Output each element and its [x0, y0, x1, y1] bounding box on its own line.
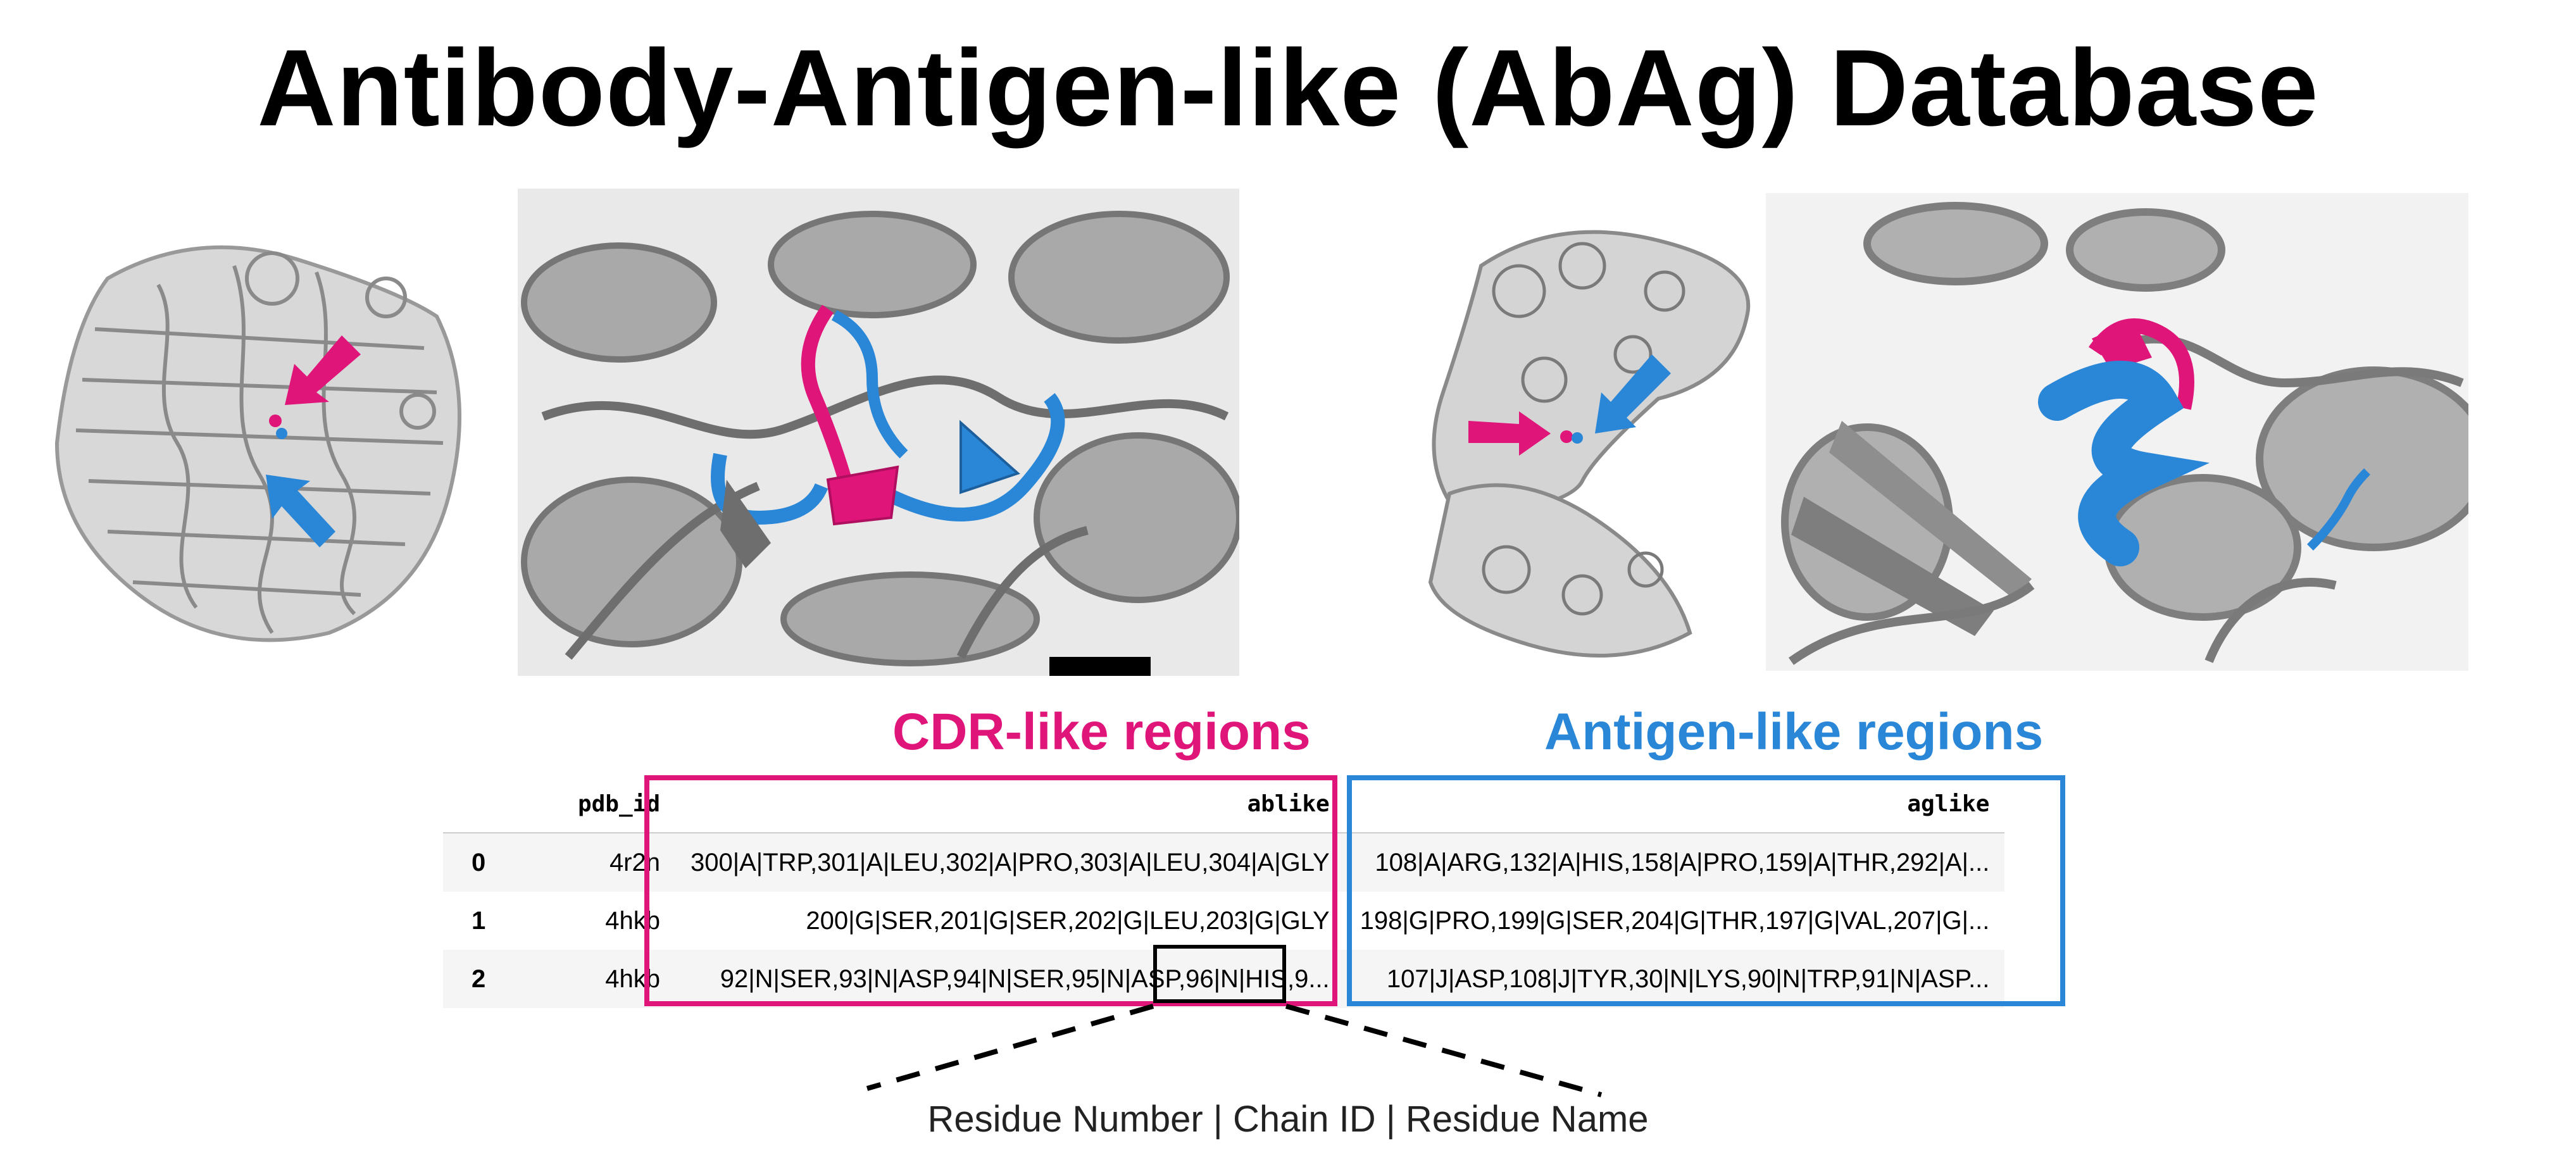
row-index: 1	[472, 906, 486, 935]
row-index: 2	[443, 950, 550, 1008]
cdr-like-column-box	[644, 775, 1337, 1006]
header-aglike: aglike	[1344, 775, 2005, 833]
protein-structure-2-overview	[1392, 190, 1760, 671]
cell-aglike: 107|J|ASP,108|J|TYR,30|N|LYS,90|N|TRP,91…	[1344, 950, 2005, 1008]
protein-structure-1-zoom	[518, 189, 1239, 676]
table-header-row: pdb_id ablike aglike	[443, 775, 2005, 833]
cell-ablike: 300|A|TRP,301|A|LEU,302|A|PRO,303|A|LEU,…	[675, 833, 1345, 892]
protein-structure-2-zoom	[1766, 193, 2468, 671]
cell-pdb-id: 4hkb	[605, 906, 660, 935]
residue-format-caption: Residue Number | Chain ID | Residue Name	[927, 1099, 1649, 1140]
abag-dataframe: pdb_id ablike aglike 0 4r2n 300|A|TRP,30…	[443, 775, 2005, 1008]
cell-ablike: 200|G|SER,201|G|SER,202|G|LEU,203|G|GLY	[806, 906, 1330, 935]
table-row: 2 4hkb 92|N|SER,93|N|ASP,94|N|SER,95|N|A…	[443, 950, 2005, 1008]
cell-aglike: 198|G|PRO,199|G|SER,204|G|THR,197|G|VAL,…	[1360, 906, 1990, 935]
cdr-like-regions-label: CDR-like regions	[892, 703, 1311, 761]
header-ablike: ablike	[675, 775, 1345, 833]
page-title: Antibody-Antigen-like (AbAg) Database	[257, 27, 2319, 149]
protein-structure-1-overview	[32, 203, 500, 664]
table-row: 1 4hkb 200|G|SER,201|G|SER,202|G|LEU,203…	[443, 892, 2004, 950]
antigen-like-regions-label: Antigen-like regions	[1544, 703, 2044, 761]
cell-pdb-id: 4r2n	[550, 833, 675, 892]
antigen-like-column-box	[1347, 775, 2065, 1006]
cell-aglike: 108|A|ARG,132|A|HIS,158|A|PRO,159|A|THR,…	[1344, 833, 2005, 892]
abag-table: pdb_id ablike aglike 0 4r2n 300|A|TRP,30…	[443, 775, 2005, 1008]
table-row: 0 4r2n 300|A|TRP,301|A|LEU,302|A|PRO,303…	[443, 833, 2005, 892]
header-index	[443, 775, 550, 833]
cell-ablike: 92|N|SER,93|N|ASP,94|N|SER,95|N|ASP,96|N…	[675, 950, 1345, 1008]
cell-pdb-id: 4hkb	[550, 950, 675, 1008]
row-index: 0	[443, 833, 550, 892]
residue-zoom-box	[1153, 945, 1286, 1003]
